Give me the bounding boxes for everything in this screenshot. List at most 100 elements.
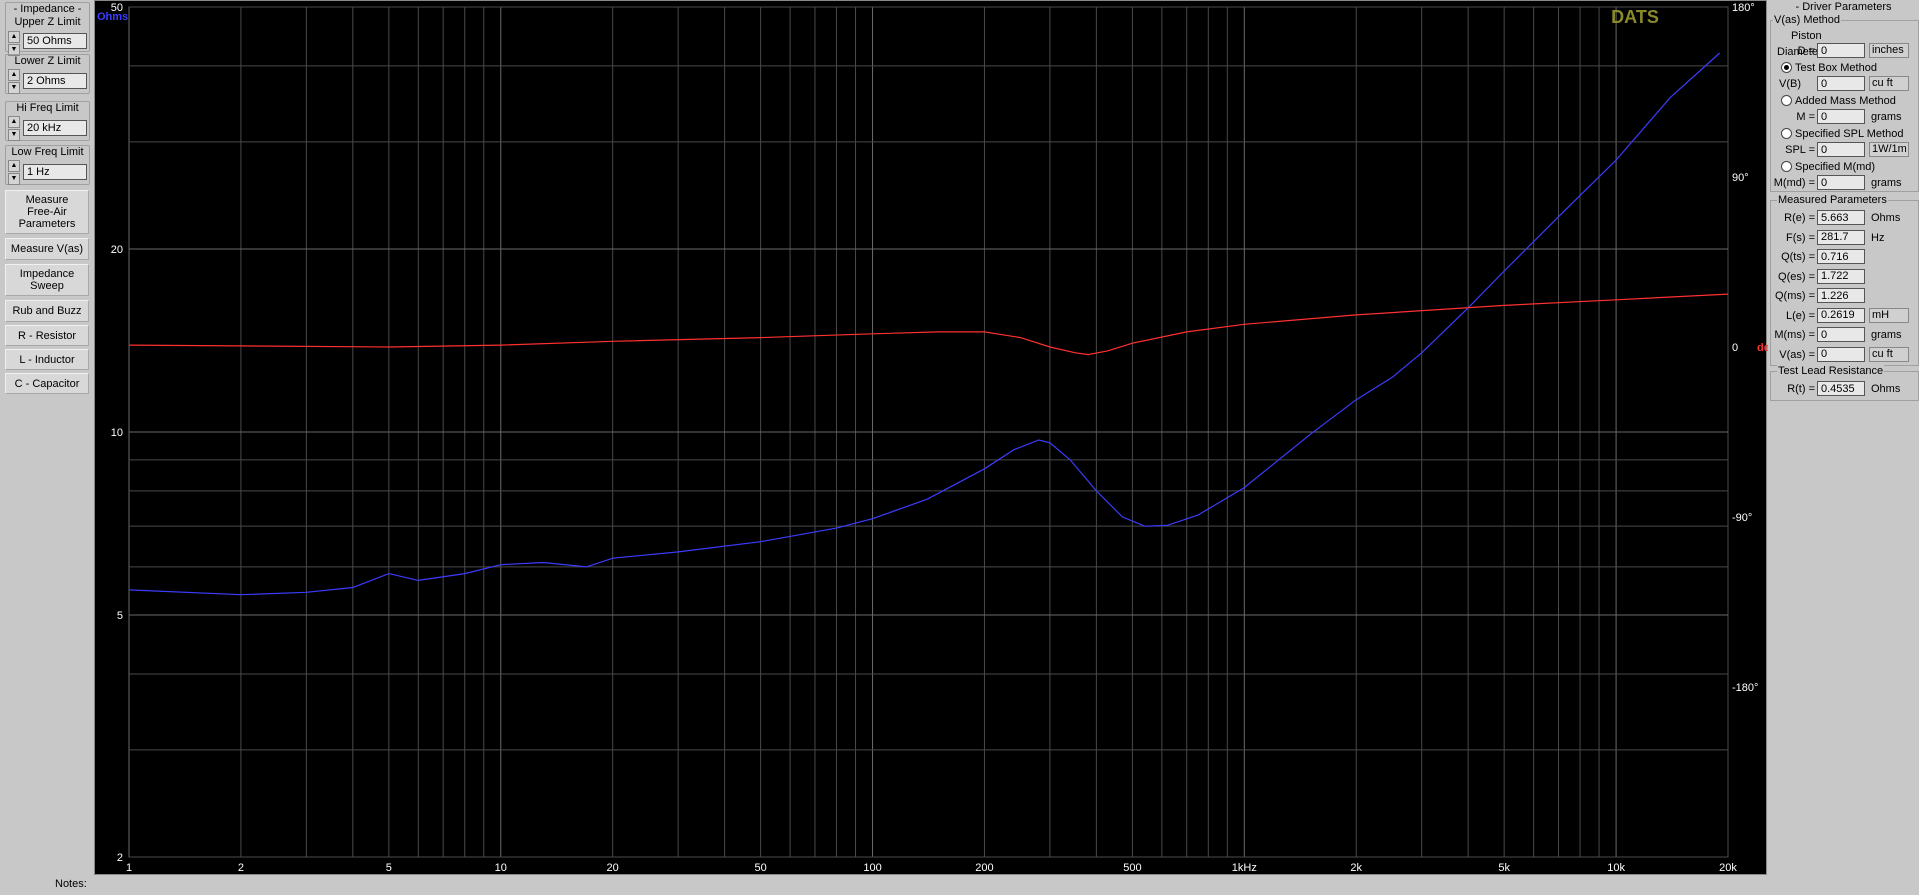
vb-input[interactable] <box>1817 76 1865 91</box>
resistor-button[interactable]: R - Resistor <box>5 325 89 346</box>
measured-label: M(ms) = <box>1774 329 1815 341</box>
hi-freq-limit-label: Hi Freq Limit <box>16 102 79 114</box>
upper-z-spinner[interactable]: ▲ ▼ <box>8 31 20 56</box>
x-tick-label: 10 <box>495 862 507 874</box>
radio-selected-icon[interactable] <box>1781 61 1792 73</box>
vb-unit[interactable]: cu ft <box>1869 76 1909 91</box>
inductor-button[interactable]: L - Inductor <box>5 349 89 370</box>
measured-unit-vas[interactable]: cu ft <box>1869 346 1909 362</box>
specified-mmd-radio[interactable]: Specified M(md) <box>1771 160 1875 174</box>
y-right-tick-label: -180° <box>1732 682 1758 694</box>
x-tick-label: 200 <box>975 862 993 874</box>
mmd-input[interactable] <box>1817 175 1865 190</box>
lower-z-limit-group: Lower Z Limit ▲ ▼ <box>5 54 90 94</box>
vas-method-group: V(as) Method Piston Diameter D = inches … <box>1770 14 1919 192</box>
impedance-curve <box>128 52 1721 596</box>
test-lead-input[interactable] <box>1817 381 1865 396</box>
measured-value-re[interactable] <box>1817 210 1865 225</box>
x-tick-label: 500 <box>1123 862 1141 874</box>
driver-parameters-title: - Driver Parameters <box>1795 1 1892 13</box>
phase-curve <box>128 293 1729 356</box>
measured-value-mms[interactable] <box>1817 327 1865 342</box>
spin-up-icon[interactable]: ▲ <box>8 69 20 81</box>
test-box-radio[interactable]: Test Box Method <box>1771 61 1877 75</box>
radio-icon[interactable] <box>1781 94 1792 106</box>
spl-input[interactable] <box>1817 142 1865 157</box>
x-tick-label: 20k <box>1719 862 1737 874</box>
spin-up-icon[interactable]: ▲ <box>8 160 20 172</box>
dats-brand-label: DATS <box>1611 7 1659 27</box>
measured-value-qes[interactable] <box>1817 268 1865 284</box>
measured-label: Q(ms) = <box>1774 290 1815 302</box>
x-tick-label: 50 <box>755 862 767 874</box>
measured-parameters-label: Measured Parameters <box>1777 194 1888 206</box>
notes-label: Notes: <box>55 878 87 890</box>
mass-unit: grams <box>1871 111 1902 123</box>
measure-vas-button[interactable]: Measure V(as) <box>5 238 89 260</box>
spin-down-icon[interactable]: ▼ <box>8 129 20 141</box>
x-tick-label: 2k <box>1350 862 1362 874</box>
measured-unit-fs: Hz <box>1871 231 1885 244</box>
x-tick-label: 10k <box>1607 862 1625 874</box>
hi-freq-limit-input[interactable] <box>23 120 87 136</box>
lower-z-spinner[interactable]: ▲ ▼ <box>8 69 20 94</box>
vas-method-label: V(as) Method <box>1773 14 1842 26</box>
driver-parameters-panel: - Driver Parameters V(as) Method Piston … <box>1768 0 1919 895</box>
measured-label: F(s) = <box>1785 231 1815 244</box>
y-right-unit-label: deg <box>1757 342 1768 354</box>
low-freq-limit-input[interactable] <box>23 164 87 180</box>
spin-down-icon[interactable]: ▼ <box>8 173 20 185</box>
measured-label: Q(ts) = <box>1781 251 1815 263</box>
measured-value-vas[interactable] <box>1817 346 1865 362</box>
upper-z-limit-group: - Impedance - Upper Z Limit ▲ ▼ <box>5 2 90 56</box>
measured-label: V(as) = <box>1779 348 1815 361</box>
measure-free-air-button[interactable]: Measure Free-Air Parameters <box>5 190 89 234</box>
measured-value-le[interactable] <box>1817 307 1865 323</box>
spin-up-icon[interactable]: ▲ <box>8 31 20 43</box>
spin-up-icon[interactable]: ▲ <box>8 116 20 128</box>
measured-value-qts[interactable] <box>1817 249 1865 264</box>
y-right-tick-label: 90° <box>1732 172 1749 184</box>
low-freq-spinner[interactable]: ▲ ▼ <box>8 160 20 185</box>
y-left-unit-label: Ohms <box>97 11 128 23</box>
rub-and-buzz-button[interactable]: Rub and Buzz <box>5 300 89 322</box>
x-tick-label: 100 <box>863 862 881 874</box>
measured-unit-re: Ohms <box>1871 212 1901 224</box>
upper-z-limit-input[interactable] <box>23 33 87 49</box>
y-left-tick-label: 2 <box>117 852 123 864</box>
y-left-tick-label: 5 <box>117 610 123 622</box>
piston-d-unit[interactable]: inches <box>1869 43 1909 58</box>
radio-icon[interactable] <box>1781 160 1792 172</box>
spin-down-icon[interactable]: ▼ <box>8 44 20 56</box>
measured-value-fs[interactable] <box>1817 229 1865 245</box>
x-tick-label: 2 <box>238 862 244 874</box>
x-tick-label: 1 <box>126 862 132 874</box>
mass-input[interactable] <box>1817 109 1865 124</box>
capacitor-button[interactable]: C - Capacitor <box>5 373 89 394</box>
y-right-tick-label: -90° <box>1732 512 1752 524</box>
measured-value-qms[interactable] <box>1817 288 1865 303</box>
impedance-chart[interactable]: 1 2 5 10 20 50 100 200 500 1kHz 2k 5k 10k 20k 50 20 10 5 2… <box>94 0 1768 875</box>
low-freq-limit-group: Low Freq Limit ▲ ▼ <box>5 145 90 185</box>
piston-d-input[interactable] <box>1817 43 1865 58</box>
added-mass-radio[interactable]: Added Mass Method <box>1771 94 1896 108</box>
lower-z-limit-input[interactable] <box>23 73 87 89</box>
test-lead-unit: Ohms <box>1871 383 1901 395</box>
measured-unit-le[interactable]: mH <box>1869 307 1909 323</box>
impedance-chart-svg: 1 2 5 10 20 50 100 200 500 1kHz 2k 5k 10k 20k50201052… <box>97 2 1768 874</box>
spin-down-icon[interactable]: ▼ <box>8 82 20 94</box>
x-tick-label: 20 <box>607 862 619 874</box>
upper-z-limit-label: - Impedance - Upper Z Limit <box>13 3 82 28</box>
impedance-sweep-button[interactable]: Impedance Sweep <box>5 264 89 296</box>
spl-unit[interactable]: 1W/1m <box>1869 142 1909 157</box>
hi-freq-limit-group: Hi Freq Limit ▲ ▼ <box>5 101 90 141</box>
x-tick-label: 5 <box>386 862 392 874</box>
low-freq-limit-label: Low Freq Limit <box>11 146 84 158</box>
radio-icon[interactable] <box>1781 127 1792 139</box>
y-left-tick-label: 10 <box>111 427 123 439</box>
specified-spl-radio[interactable]: Specified SPL Method <box>1771 127 1903 141</box>
x-tick-label: 5k <box>1498 862 1510 874</box>
x-tick-label: 1kHz <box>1232 862 1257 874</box>
y-right-tick-label: 180° <box>1732 2 1755 14</box>
hi-freq-spinner[interactable]: ▲ ▼ <box>8 116 20 141</box>
